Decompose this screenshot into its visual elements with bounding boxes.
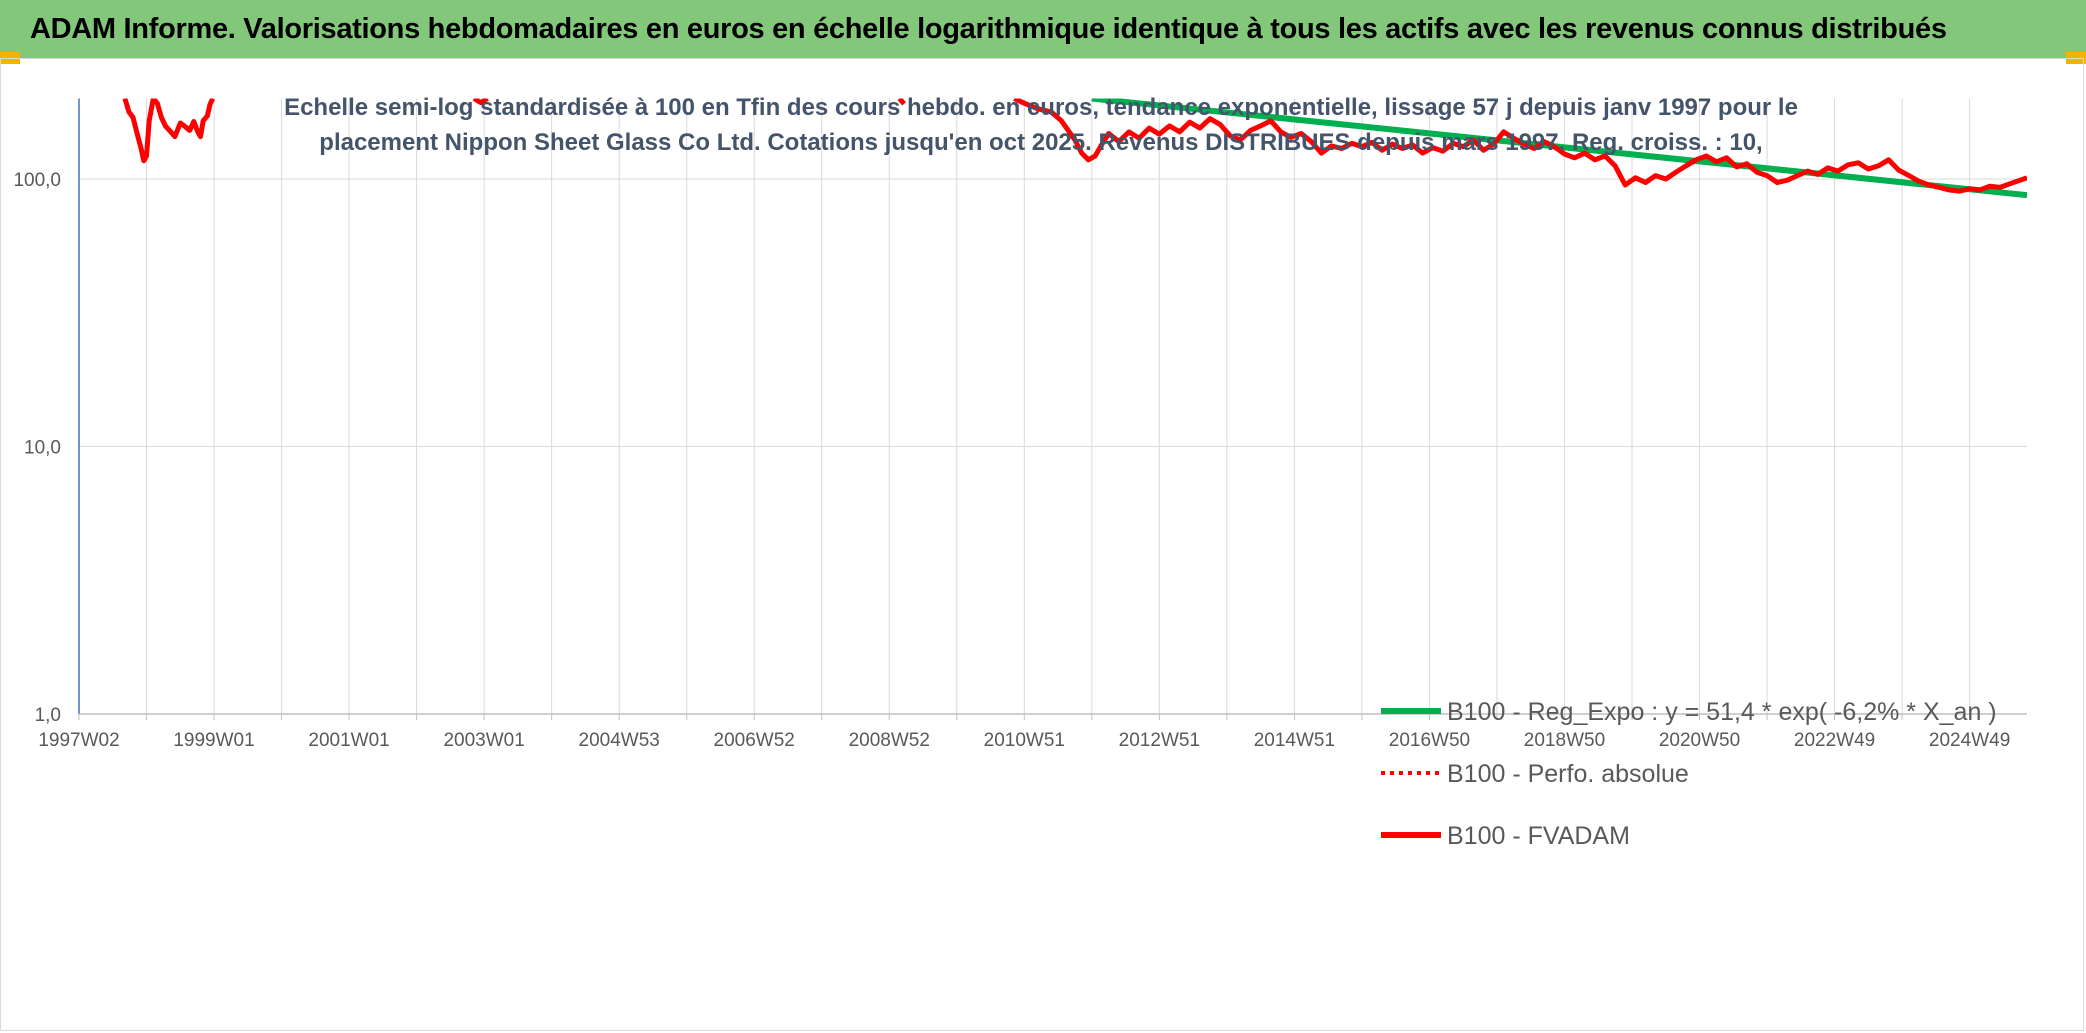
legend-label: B100 - FVADAM (1447, 822, 1630, 850)
page-title: ADAM Informe. Valorisations hebdomadaire… (30, 13, 1947, 45)
x-tick-label: 2024W49 (1929, 730, 2010, 751)
x-tick-label: 2010W51 (984, 730, 1065, 751)
legend-label: B100 - Reg_Expo : y = 51,4 * exp( -6,2% … (1447, 698, 1997, 726)
x-tick-label: 2004W53 (579, 730, 660, 751)
series-fvadam-line (122, 98, 215, 164)
x-tick-label: 1999W01 (173, 730, 254, 751)
x-tick-label: 2014W51 (1254, 730, 1335, 751)
x-tick-label: 2003W01 (443, 730, 524, 751)
series-regression-line (1091, 98, 2027, 199)
chart-subtitle-line-1: Echelle semi-log standardisée à 100 en T… (284, 94, 1798, 121)
series-fvadam-line (897, 98, 906, 106)
series-fvadam-line (1013, 98, 2027, 194)
x-tick-label: 2016W50 (1389, 730, 1470, 751)
y-tick-label: 10,0 (24, 438, 61, 459)
x-tick-label: 2022W49 (1794, 730, 1875, 751)
grid-layer (78, 98, 2027, 715)
legend-label: B100 - Perfo. absolue (1447, 760, 1689, 788)
y-tick-label: 100,0 (13, 170, 61, 191)
x-tick-label: 2008W52 (849, 730, 930, 751)
header-bar: ADAM Informe. Valorisations hebdomadaire… (0, 0, 2086, 58)
axis-layer (78, 98, 2027, 720)
chart-area: 1,0 10,0 100,0 1997W02 1999W01 2001W01 2003W01… (13, 94, 2027, 850)
x-tick-label: 2018W50 (1524, 730, 1605, 751)
x-tick-label: 2012W51 (1119, 730, 1200, 751)
x-tick-label: 2006W52 (714, 730, 795, 751)
series-layer (122, 98, 2027, 199)
chart-subtitle-line-2: placement Nippon Sheet Glass Co Ltd. Cot… (319, 129, 1762, 156)
tick-labels-layer: 1,0 10,0 100,0 1997W02 1999W01 2001W01 2003W01… (13, 170, 2010, 751)
x-tick-label: 1997W02 (38, 730, 119, 751)
chart-frame: 1,0 10,0 100,0 1997W02 1999W01 2001W01 2003W01… (0, 58, 2084, 1031)
y-tick-label: 1,0 (35, 705, 61, 726)
legend: B100 - Reg_Expo : y = 51,4 * exp( -6,2% … (1381, 698, 1997, 850)
x-tick-label: 2020W50 (1659, 730, 1740, 751)
x-tick-label: 2001W01 (308, 730, 389, 751)
series-fvadam-line (472, 98, 489, 106)
